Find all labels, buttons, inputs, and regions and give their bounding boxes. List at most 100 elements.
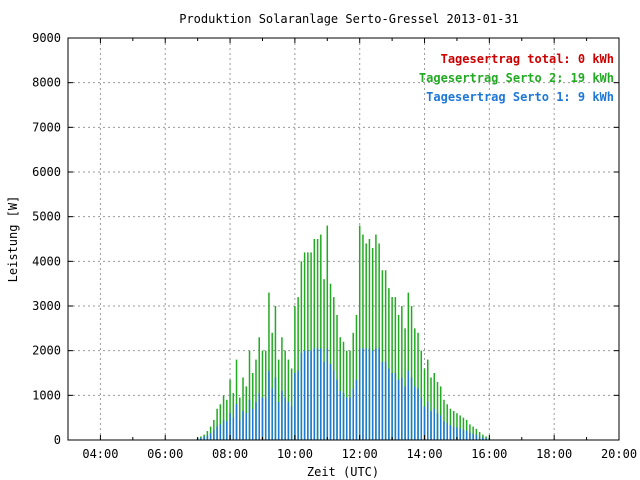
bar-serto1 (439, 415, 442, 440)
bar-serto1 (358, 348, 361, 440)
bar-serto2 (339, 337, 342, 440)
bar-serto2 (235, 359, 238, 440)
y-tick-label: 0 (54, 433, 61, 447)
y-tick-label: 9000 (32, 31, 61, 45)
bar-serto2 (222, 395, 225, 440)
bar-serto1 (264, 397, 267, 440)
x-tick-label: 16:00 (471, 447, 507, 461)
y-tick-label: 8000 (32, 76, 61, 90)
bar-serto1 (407, 370, 410, 440)
bar-serto1 (433, 408, 436, 440)
bars (196, 225, 491, 440)
bar-serto2 (255, 359, 257, 440)
bar-serto1 (443, 421, 445, 440)
bar-serto1 (414, 386, 416, 440)
bar-serto2 (482, 434, 484, 440)
bar-serto1 (303, 350, 306, 440)
bar-serto2 (239, 397, 241, 440)
bar-serto1 (423, 406, 426, 440)
y-tick-label: 6000 (32, 165, 61, 179)
bar-serto2 (345, 350, 348, 440)
bar-serto1 (345, 397, 348, 440)
bar-serto1 (381, 361, 384, 440)
bar-serto1 (475, 434, 478, 440)
bar-serto2 (362, 234, 364, 440)
bar-serto1 (365, 348, 367, 440)
bar-serto2 (329, 283, 332, 440)
bar-serto2 (371, 247, 374, 440)
bar-serto2 (430, 377, 432, 440)
bar-serto1 (209, 433, 212, 440)
bar-serto1 (391, 373, 393, 440)
bar-serto1 (294, 373, 296, 440)
bar-serto1 (206, 435, 209, 440)
bar-serto2 (436, 381, 439, 440)
bar-serto1 (316, 348, 319, 440)
y-tick-label: 2000 (32, 344, 61, 358)
bar-serto1 (326, 348, 329, 440)
x-tick-label: 10:00 (277, 447, 313, 461)
bar-serto2 (316, 239, 319, 440)
bar-serto2 (410, 306, 413, 440)
bar-serto2 (397, 314, 400, 440)
bar-serto2 (443, 399, 445, 440)
bar-serto1 (430, 410, 432, 440)
bar-serto1 (213, 430, 215, 440)
bar-serto2 (277, 359, 280, 440)
bar-serto2 (268, 292, 270, 440)
bar-serto1 (371, 350, 374, 440)
bar-serto2 (258, 337, 260, 440)
bar-serto1 (320, 348, 322, 440)
bar-serto1 (469, 432, 471, 440)
legend-entry: Tagesertrag Serto 1: 9 kWh (426, 90, 614, 104)
bar-serto2 (216, 408, 218, 440)
bar-serto2 (388, 288, 390, 440)
bar-serto1 (410, 377, 413, 440)
bar-serto1 (472, 433, 474, 440)
bar-serto2 (485, 436, 487, 440)
bar-serto2 (232, 393, 235, 440)
bar-serto1 (397, 379, 400, 440)
bar-serto1 (216, 426, 218, 440)
bar-serto1 (427, 402, 429, 440)
bar-serto1 (329, 364, 332, 440)
bar-serto1 (239, 419, 241, 440)
bar-serto1 (226, 421, 228, 440)
bar-serto1 (404, 386, 406, 440)
bar-serto2 (326, 225, 329, 440)
bar-serto2 (307, 252, 309, 440)
y-tick-label: 3000 (32, 299, 61, 313)
bar-serto2 (427, 359, 429, 440)
bar-serto1 (284, 397, 286, 440)
axis-ticks: 0 1000 2000 3000 4000 5000 6000 7000 8000 9000 04:… (32, 31, 637, 461)
bar-serto1 (200, 437, 202, 440)
bar-serto1 (478, 436, 481, 440)
bar-serto1 (333, 370, 335, 440)
bar-serto2 (261, 350, 264, 440)
bar-serto2 (352, 332, 354, 440)
x-tick-label: 06:00 (147, 447, 183, 461)
bar-serto1 (420, 397, 423, 440)
bar-serto1 (245, 413, 248, 440)
bar-serto1 (271, 388, 273, 440)
bar-serto2 (433, 373, 436, 440)
bar-serto2 (449, 408, 452, 440)
bar-serto1 (452, 426, 455, 440)
bar-serto1 (274, 377, 277, 440)
bar-serto1 (248, 399, 251, 440)
bar-serto2 (320, 234, 322, 440)
bar-serto2 (381, 270, 384, 440)
bar-serto2 (313, 239, 316, 440)
bar-serto2 (303, 252, 306, 440)
bar-serto1 (307, 350, 309, 440)
bar-serto2 (336, 314, 338, 440)
bar-serto2 (300, 261, 303, 440)
bar-serto1 (235, 404, 238, 440)
bar-serto1 (232, 417, 235, 440)
x-tick-label: 18:00 (536, 447, 572, 461)
y-tick-label: 1000 (32, 388, 61, 402)
x-tick-label: 04:00 (82, 447, 118, 461)
bar-serto2 (349, 350, 351, 440)
bar-serto1 (465, 430, 468, 440)
